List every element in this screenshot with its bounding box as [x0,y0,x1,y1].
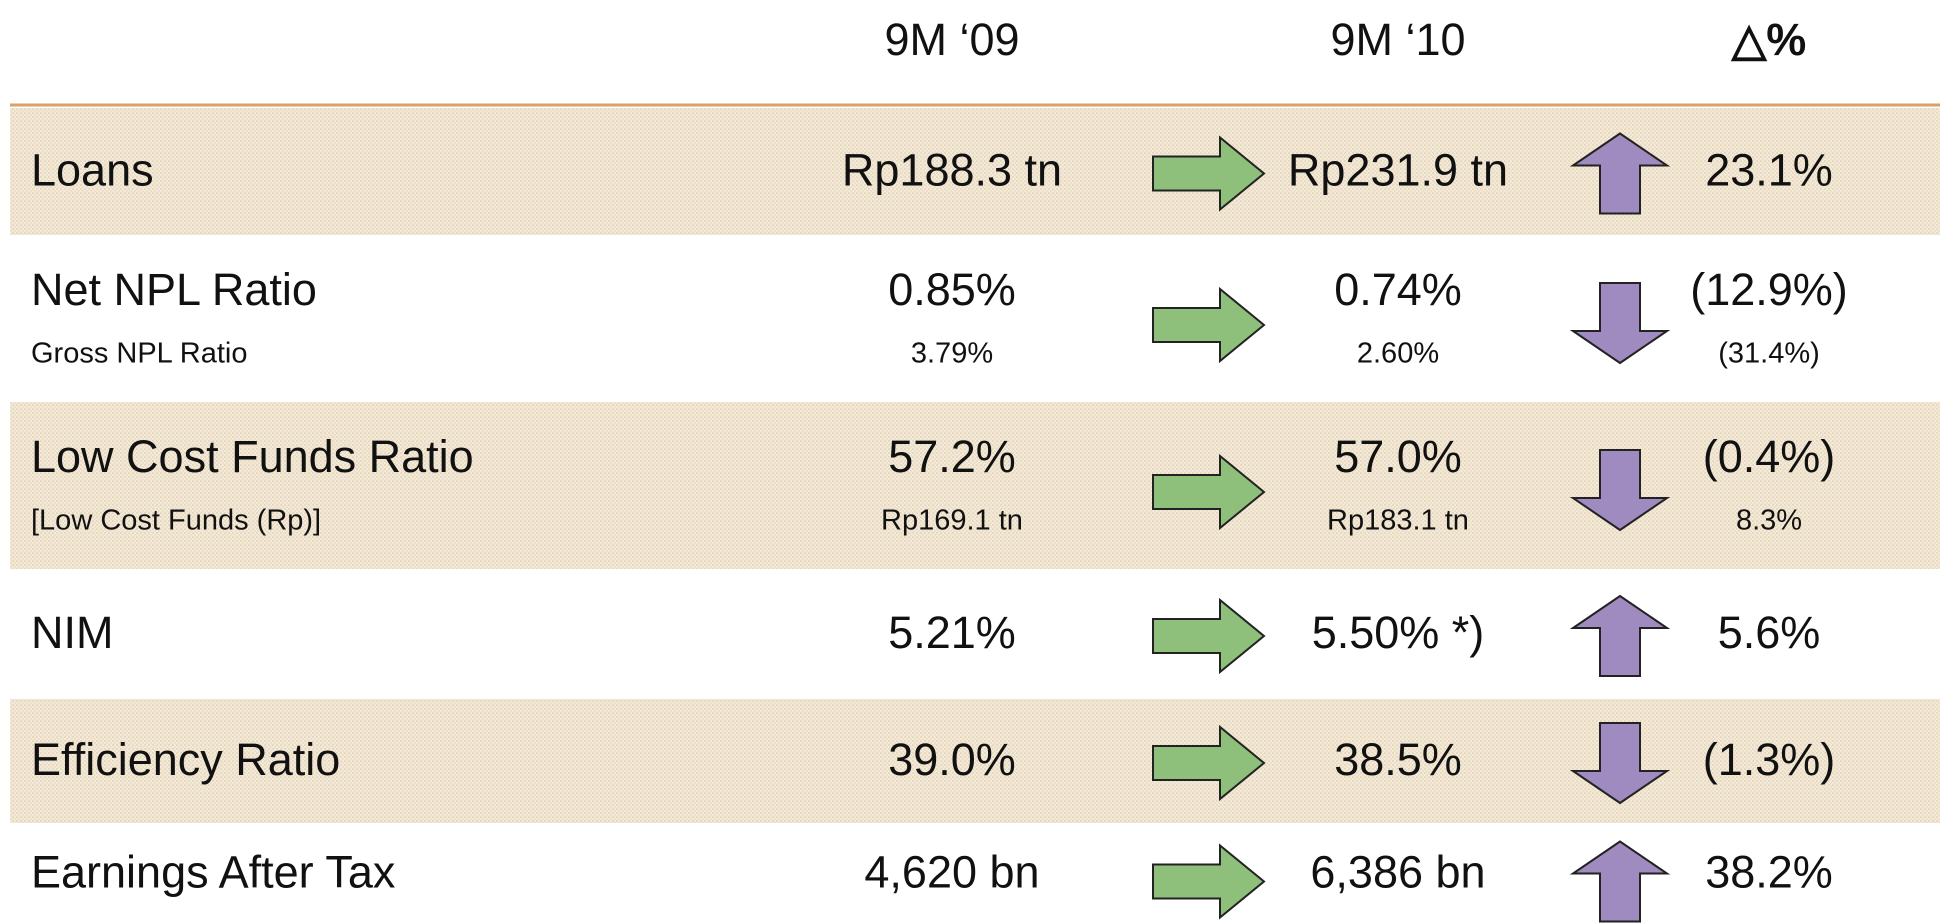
row-sublabel: Gross NPL Ratio [31,338,248,370]
row-label: Low Cost Funds Ratio [31,431,474,482]
value-09: 5.21% [888,607,1016,658]
purple-arrow [1569,449,1671,532]
value-10: 5.50% *) [1312,607,1485,658]
green-arrow [1152,135,1266,212]
header-col: 9M ‘10 [1330,14,1465,65]
green-arrow [1152,724,1266,802]
delta: (1.3%) [1703,734,1836,785]
value-10: Rp231.9 tn [1288,144,1508,195]
green-arrow [1152,453,1266,531]
row-label: Net NPL Ratio [31,264,317,315]
sub-09: 3.79% [911,338,993,370]
delta: (0.4%) [1703,431,1836,482]
row-sublabel: [Low Cost Funds (Rp)] [31,505,321,537]
value-09: 4,620 bn [864,846,1039,897]
rows: Loans Rp188.3 tn Rp231.9 tn 23.1% Net NPL Ra… [31,132,1848,923]
row-label: Efficiency Ratio [31,734,340,785]
row-label: Loans [31,144,154,195]
sub-10: Rp183.1 tn [1327,505,1469,537]
value-10: 38.5% [1334,734,1462,785]
header-col: △% [1730,14,1807,65]
sub-delta: (31.4%) [1718,338,1820,370]
value-09: 57.2% [888,431,1016,482]
purple-arrow [1569,840,1671,923]
delta: 23.1% [1705,144,1833,195]
value-09: 0.85% [888,264,1016,315]
value-10: 6,386 bn [1310,846,1485,897]
row-band [10,402,1940,569]
delta: 38.2% [1705,846,1833,897]
purple-arrow [1569,594,1671,677]
sub-10: 2.60% [1357,338,1439,370]
green-arrow [1152,286,1266,364]
sub-delta: 8.3% [1736,505,1802,537]
purple-arrow [1569,722,1671,805]
green-arrow [1152,843,1266,920]
purple-arrow [1569,282,1671,365]
sub-09: Rp169.1 tn [881,505,1023,537]
row-label: Earnings After Tax [31,846,396,897]
value-09: Rp188.3 tn [842,144,1062,195]
purple-arrow [1569,132,1671,215]
value-09: 39.0% [888,734,1016,785]
delta: 5.6% [1718,607,1821,658]
header-col: 9M ‘09 [884,14,1019,65]
value-10: 0.74% [1334,264,1462,315]
green-arrow [1152,597,1266,675]
value-10: 57.0% [1334,431,1462,482]
delta: (12.9%) [1690,264,1848,315]
row-label: NIM [31,607,114,658]
